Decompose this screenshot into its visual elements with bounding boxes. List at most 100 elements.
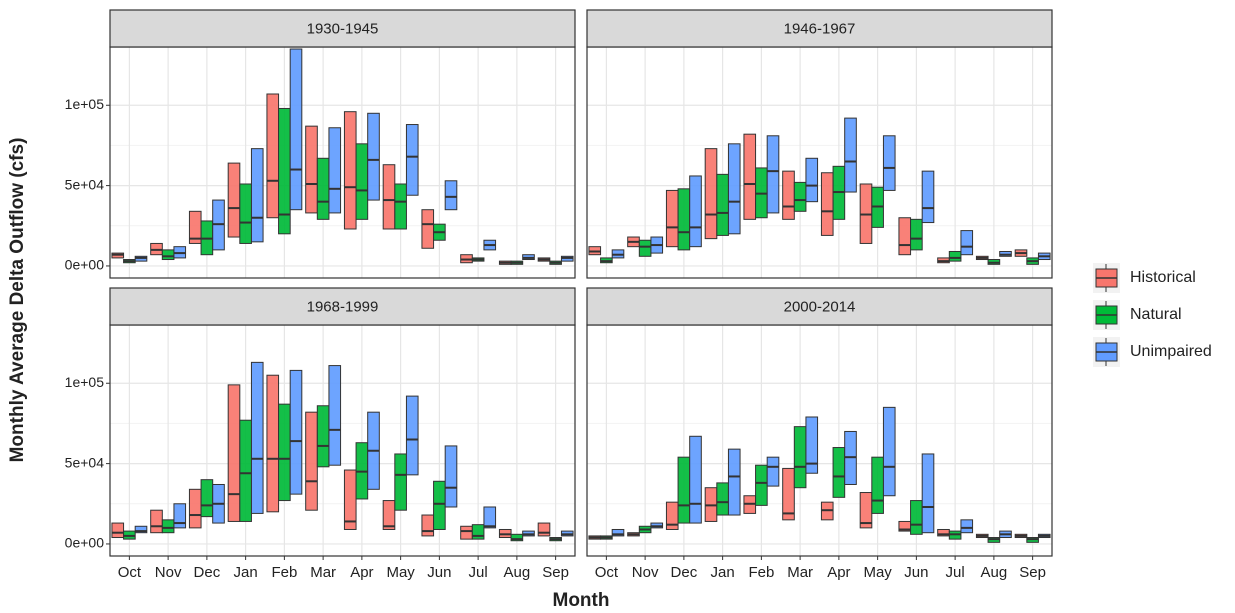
crossbar-box: [677, 456, 691, 524]
crossbar-box: [782, 467, 795, 521]
y-tick-label: 5e+04: [65, 176, 105, 192]
strip-label: 1930-1945: [307, 20, 379, 37]
crossbar-box: [421, 514, 435, 537]
x-tick-label: Oct: [118, 564, 142, 581]
crossbar-box: [460, 525, 473, 540]
crossbar-box: [832, 447, 846, 498]
x-tick-label: Mar: [310, 564, 336, 581]
crossbar-box: [716, 482, 729, 516]
crossbar-box: [689, 175, 702, 248]
x-tick-label: Feb: [271, 564, 297, 581]
x-tick-label: Apr: [350, 564, 373, 581]
strip: [586, 9, 1053, 48]
crossbar-box: [173, 503, 187, 529]
x-tick-label: Apr: [827, 564, 850, 581]
crossbar-box: [161, 519, 175, 534]
x-tick-label: Dec: [194, 564, 221, 581]
crossbar-box: [289, 369, 303, 495]
x-tick-label: Aug: [504, 564, 531, 581]
y-tick-label: 5e+04: [65, 454, 105, 470]
crossbar-box: [433, 480, 446, 530]
crossbar-box: [766, 135, 780, 214]
legend-label: Unimpaired: [1130, 343, 1212, 360]
x-tick-label: Jun: [904, 564, 928, 581]
crossbar-box: [305, 411, 318, 511]
legend-label: Historical: [1130, 269, 1196, 286]
crossbar-box: [689, 435, 702, 524]
x-tick-label: Oct: [595, 564, 619, 581]
crossbar-box: [394, 183, 407, 230]
y-tick-label: 0e+00: [65, 257, 105, 273]
crossbar-box: [665, 189, 679, 248]
strip: [109, 287, 576, 326]
crossbar-box: [382, 500, 396, 530]
crossbar-box: [343, 469, 357, 530]
crossbar-box: [805, 157, 819, 203]
x-tick-label: Mar: [787, 564, 813, 581]
panel-background: [110, 325, 575, 556]
crossbar-box: [882, 406, 896, 497]
x-tick-label: Sep: [1019, 564, 1046, 581]
crossbar-box: [200, 479, 214, 518]
crossbar-box: [537, 522, 551, 537]
crossbar-box: [871, 456, 884, 514]
crossbar-box: [948, 250, 962, 262]
legend-label: Natural: [1130, 306, 1182, 323]
x-tick-label: Dec: [671, 564, 698, 581]
y-tick-label: 1e+05: [65, 96, 105, 112]
crossbar-box: [444, 445, 458, 508]
crossbar-box: [510, 533, 524, 542]
crossbar-box: [793, 181, 807, 212]
x-tick-label: Jan: [234, 564, 258, 581]
y-tick-label: 1e+05: [65, 374, 105, 390]
x-tick-label: Aug: [981, 564, 1008, 581]
crossbar-box: [910, 218, 923, 251]
crossbar-box: [316, 405, 330, 468]
x-tick-label: May: [863, 564, 892, 581]
strip-label: 2000-2014: [784, 298, 856, 315]
x-tick-label: Jan: [711, 564, 735, 581]
panel-background: [587, 325, 1052, 556]
crossbar-box: [305, 125, 318, 214]
x-tick-label: Sep: [542, 564, 569, 581]
crossbar-box: [898, 217, 912, 256]
crossbar-box: [278, 403, 291, 502]
crossbar-box: [405, 395, 419, 476]
y-tick-label: 0e+00: [65, 535, 105, 551]
crossbar-box: [239, 419, 252, 522]
crossbar-box: [611, 528, 625, 537]
crossbar-box: [820, 172, 834, 236]
x-tick-label: Nov: [632, 564, 659, 581]
crossbar-box: [755, 464, 768, 506]
crossbar-box: [250, 148, 264, 243]
crossbar-box: [921, 453, 935, 534]
crossbar-box: [266, 374, 280, 513]
x-tick-label: Jul: [469, 564, 488, 581]
x-axis-label: Month: [553, 590, 610, 611]
crossbar-box: [471, 524, 485, 540]
crossbar-box: [960, 519, 974, 534]
crossbar-box: [444, 180, 458, 211]
x-tick-label: May: [386, 564, 415, 581]
crossbar-box: [421, 209, 435, 249]
crossbar-box: [921, 170, 935, 224]
strip-label: 1968-1999: [307, 298, 379, 315]
crossbar-box: [716, 173, 729, 236]
crossbar-box: [382, 164, 396, 230]
crossbar-box: [793, 426, 807, 489]
crossbar-box: [250, 361, 264, 514]
crossbar-box: [328, 365, 342, 466]
crossbar-box: [343, 111, 357, 230]
strip: [109, 9, 576, 48]
strip: [586, 287, 1053, 326]
crossbar-box: [239, 183, 252, 244]
crossbar-box: [766, 456, 780, 487]
crossbar-box: [960, 230, 974, 256]
x-tick-label: Jun: [427, 564, 451, 581]
crossbar-box: [394, 453, 407, 511]
y-axis-label: Monthly Average Delta Outflow (cfs): [7, 138, 28, 463]
x-tick-label: Nov: [155, 564, 182, 581]
x-tick-label: Jul: [946, 564, 965, 581]
crossbar-box: [227, 162, 241, 238]
crossbar-box: [910, 500, 923, 535]
